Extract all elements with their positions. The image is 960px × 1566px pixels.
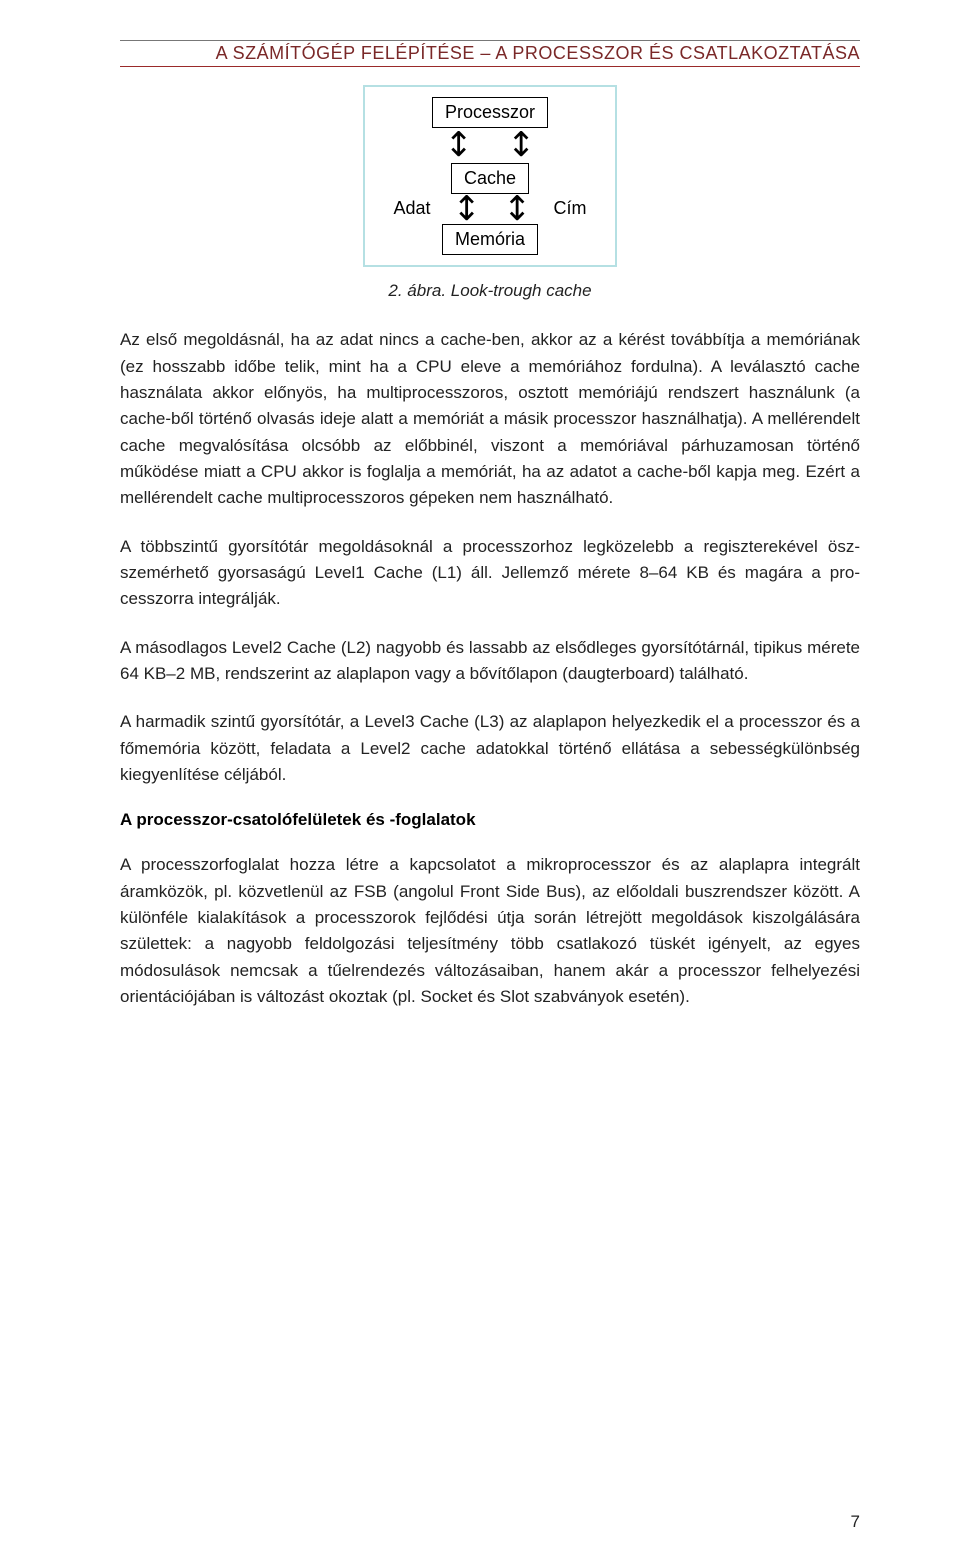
figure-wrapper: Processzor ↕ ↕ Cache Adat ↕ ↕ Cím Memóri…: [120, 85, 860, 267]
paragraph-5: A processzorfoglalat hozza létre a kapcs…: [120, 852, 860, 1010]
double-arrow-icon: ↕: [445, 130, 474, 161]
arrows-bottom: Adat ↕ ↕ Cím: [393, 194, 586, 225]
double-arrow-icon: ↕: [503, 194, 532, 225]
diagram-box-processor: Processzor: [393, 97, 586, 128]
label-left: Adat: [393, 198, 430, 219]
page-number: 7: [851, 1512, 860, 1532]
header-title: A SZÁMÍTÓGÉP FELÉPÍTÉSE – A PROCESSZOR É…: [216, 43, 860, 63]
box-top-label: Processzor: [432, 97, 548, 128]
paragraph-1: Az első megoldásnál, ha az adat nincs a …: [120, 327, 860, 511]
cache-diagram: Processzor ↕ ↕ Cache Adat ↕ ↕ Cím Memóri…: [363, 85, 616, 267]
paragraph-3: A másodlagos Level2 Cache (L2) nagyobb é…: [120, 635, 860, 688]
paragraph-2: A többszintű gyorsítótár megoldásoknál a…: [120, 534, 860, 613]
diagram-box-cache: Cache: [393, 163, 586, 194]
box-bottom-label: Memória: [442, 224, 538, 255]
page-header: A SZÁMÍTÓGÉP FELÉPÍTÉSE – A PROCESSZOR É…: [120, 40, 860, 67]
double-arrow-icon: ↕: [453, 194, 482, 225]
section-heading: A processzor-csatolófelületek és -foglal…: [120, 810, 860, 830]
figure-caption: 2. ábra. Look-trough cache: [120, 281, 860, 301]
paragraph-4: A harmadik szintű gyorsítótár, a Level3 …: [120, 709, 860, 788]
arrows-top: ↕ ↕: [393, 130, 586, 161]
double-arrow-icon: ↕: [507, 130, 536, 161]
diagram-box-memory: Memória: [393, 224, 586, 255]
label-right: Cím: [554, 198, 587, 219]
